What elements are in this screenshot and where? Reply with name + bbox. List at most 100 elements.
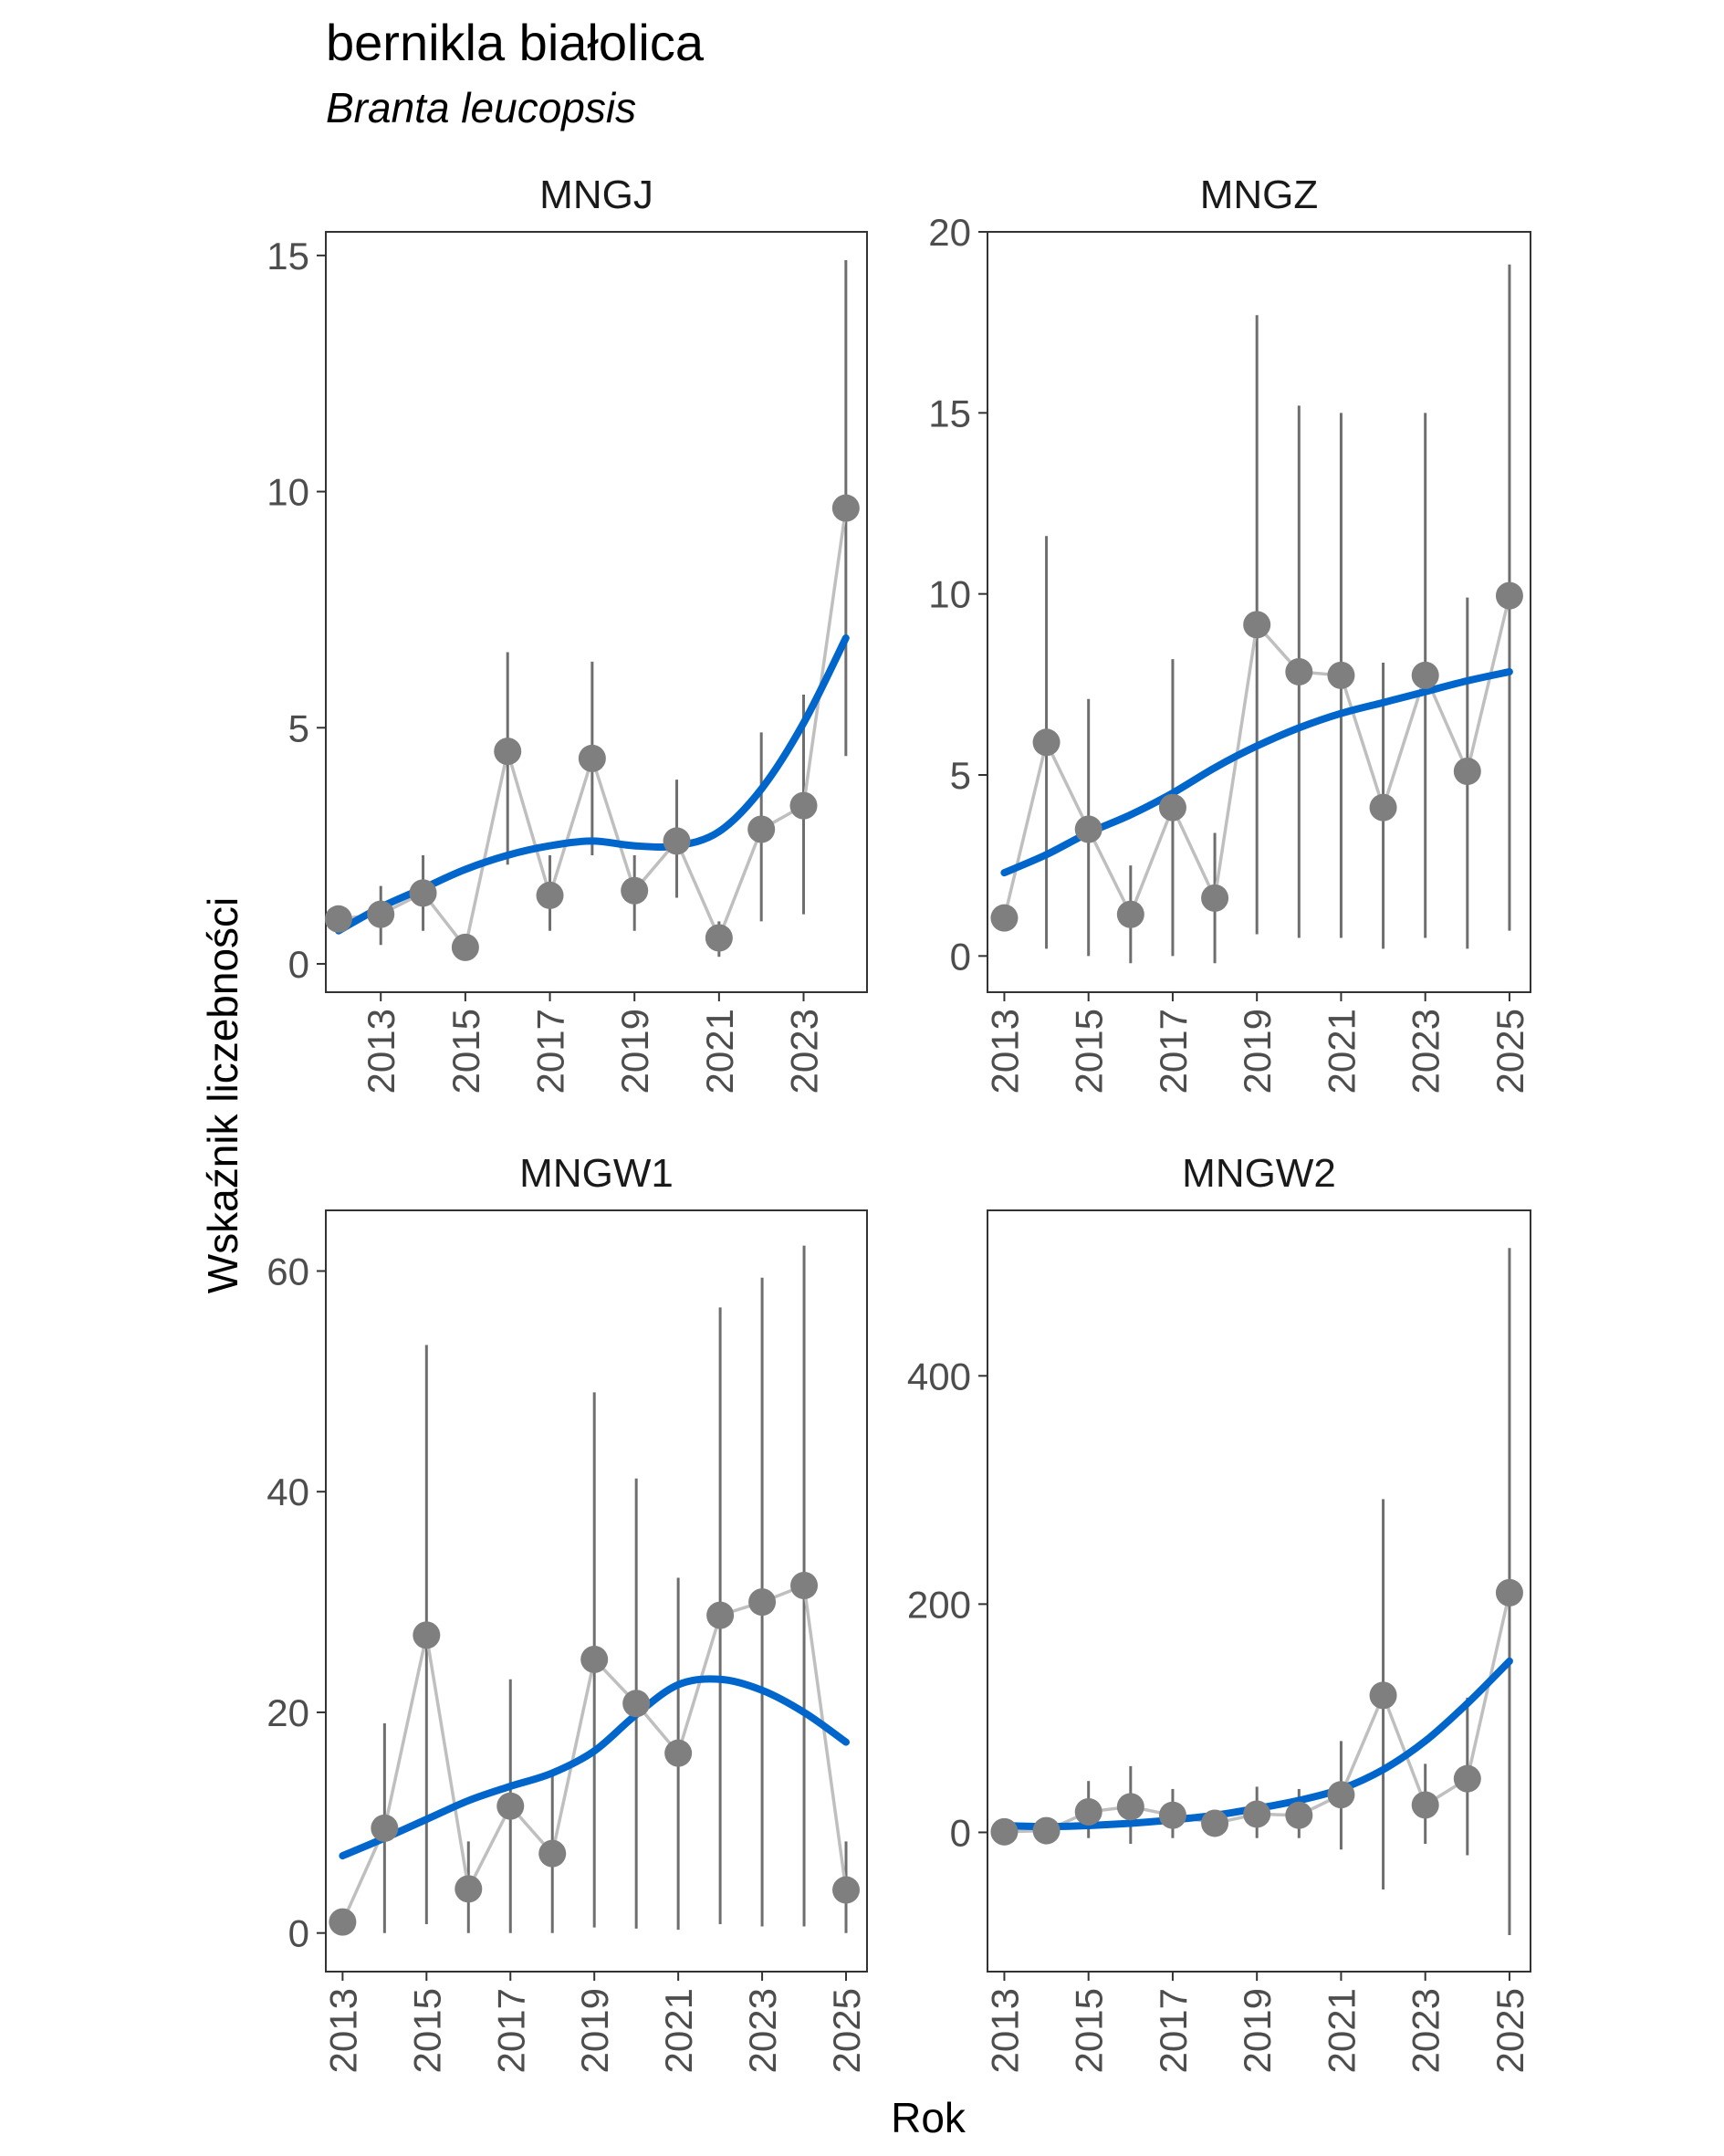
- data-point: [1243, 1800, 1271, 1828]
- y-tick-label: 0: [950, 935, 971, 978]
- data-point: [1074, 815, 1102, 843]
- y-axis-label: Wskaźnik liczebności: [199, 897, 246, 1294]
- data-point: [496, 1792, 525, 1820]
- panel-mngz: MNGZ 0 5 10 15 20 2013 2015 2017 2019 2021 2023 2025: [928, 173, 1531, 1094]
- x-tick-label: 2013: [360, 1009, 402, 1094]
- panel-frame: [325, 1209, 868, 1973]
- data-point: [329, 1908, 357, 1936]
- data-point: [1411, 1791, 1439, 1819]
- data-point: [536, 881, 564, 909]
- y-tick-label: 5: [950, 754, 971, 797]
- y-tick-label: 0: [288, 1912, 309, 1955]
- x-tick-label: 2015: [444, 1009, 487, 1094]
- y-tick-label: 0: [288, 943, 309, 986]
- x-tick-label: 2013: [321, 1988, 364, 2073]
- data-point: [748, 1588, 777, 1617]
- y-tick-label: 10: [928, 573, 971, 616]
- y-tick-label: 400: [907, 1355, 971, 1397]
- x-tick-label: 2017: [1152, 1988, 1195, 2073]
- data-point: [622, 1690, 651, 1718]
- x-tick-label: 2015: [1068, 1009, 1111, 1094]
- x-tick-label: 2017: [1152, 1009, 1195, 1094]
- x-tick-label: 2017: [489, 1988, 532, 2073]
- data-point: [1285, 657, 1313, 686]
- data-point: [1411, 661, 1439, 689]
- y-tick-label: 40: [266, 1470, 309, 1513]
- x-tick-label: 2019: [573, 1988, 616, 2073]
- data-point: [990, 904, 1019, 932]
- data-point: [790, 1571, 819, 1599]
- x-tick-label: 2019: [1236, 1988, 1279, 2073]
- data-point: [1116, 1793, 1144, 1821]
- panel-strip-label: MNGZ: [1200, 173, 1319, 217]
- x-tick-label: 2025: [1489, 1009, 1531, 1094]
- data-point: [1243, 611, 1271, 639]
- data-point: [371, 1814, 399, 1842]
- x-tick-label: 2019: [1236, 1009, 1279, 1094]
- y-tick-label: 15: [928, 392, 971, 434]
- data-point: [324, 905, 352, 933]
- y-tick-label: 200: [907, 1583, 971, 1626]
- x-tick-label: 2023: [783, 1009, 826, 1094]
- panel-frame: [325, 231, 868, 993]
- data-point: [747, 815, 776, 843]
- x-tick-label: 2023: [741, 1988, 784, 2073]
- data-point: [621, 876, 649, 905]
- data-point: [705, 924, 733, 952]
- chart-subtitle: Branta leucopsis: [326, 84, 636, 131]
- y-tick-label: 0: [950, 1811, 971, 1854]
- data-point: [1327, 661, 1355, 689]
- panel-frame: [987, 1209, 1531, 1973]
- data-point: [1116, 900, 1144, 928]
- data-point: [1453, 758, 1481, 786]
- data-point: [409, 879, 437, 907]
- x-tick-label: 2015: [405, 1988, 448, 2073]
- x-tick-label: 2013: [983, 1988, 1026, 2073]
- data-point: [1495, 1578, 1523, 1607]
- x-tick-label: 2021: [657, 1988, 700, 2073]
- x-tick-label: 2025: [825, 1988, 868, 2073]
- x-tick-label: 2023: [1405, 1988, 1447, 2073]
- y-tick-label: 20: [266, 1691, 309, 1734]
- data-point: [1158, 793, 1186, 822]
- panel-mngj: MNGJ 0 5 10 15 2013 2015 2017 2019 2021 2023: [266, 173, 868, 1094]
- x-axis-label: Rok: [891, 2094, 966, 2141]
- data-point: [1369, 1681, 1397, 1710]
- x-tick-label: 2021: [1320, 1009, 1363, 1094]
- data-point: [1201, 884, 1229, 912]
- data-point: [663, 827, 691, 855]
- panel-strip-label: MNGJ: [539, 173, 653, 217]
- data-point: [1495, 581, 1523, 610]
- data-point: [832, 1876, 861, 1904]
- data-point: [580, 1645, 609, 1673]
- data-point: [1285, 1801, 1313, 1829]
- panel-strip-label: MNGW2: [1182, 1151, 1336, 1196]
- data-point: [990, 1817, 1019, 1846]
- panel-mngw1: MNGW1 0 20 40 60 2013 2015 2017 2019 2021 2023 2025: [266, 1151, 868, 2073]
- x-tick-label: 2013: [983, 1009, 1026, 1094]
- data-point: [367, 900, 395, 928]
- trend-line: [339, 1675, 850, 1860]
- data-point: [455, 1875, 483, 1903]
- x-tick-label: 2025: [1489, 1988, 1531, 2073]
- data-point: [1032, 728, 1061, 757]
- data-point: [578, 744, 606, 772]
- data-point: [1369, 793, 1397, 822]
- data-point: [789, 791, 818, 820]
- panel-frame: [987, 231, 1531, 993]
- panel-strip-label: MNGW1: [519, 1151, 674, 1196]
- data-point: [413, 1621, 441, 1649]
- data-point: [1201, 1809, 1229, 1837]
- x-tick-label: 2015: [1068, 1988, 1111, 2073]
- data-point: [494, 738, 522, 766]
- data-point: [831, 494, 860, 522]
- y-tick-label: 5: [288, 706, 309, 749]
- y-tick-label: 15: [266, 235, 309, 277]
- x-tick-label: 2021: [698, 1009, 741, 1094]
- data-point: [706, 1601, 735, 1629]
- data-point: [1327, 1781, 1355, 1809]
- data-point: [1074, 1797, 1102, 1826]
- x-tick-label: 2017: [529, 1009, 572, 1094]
